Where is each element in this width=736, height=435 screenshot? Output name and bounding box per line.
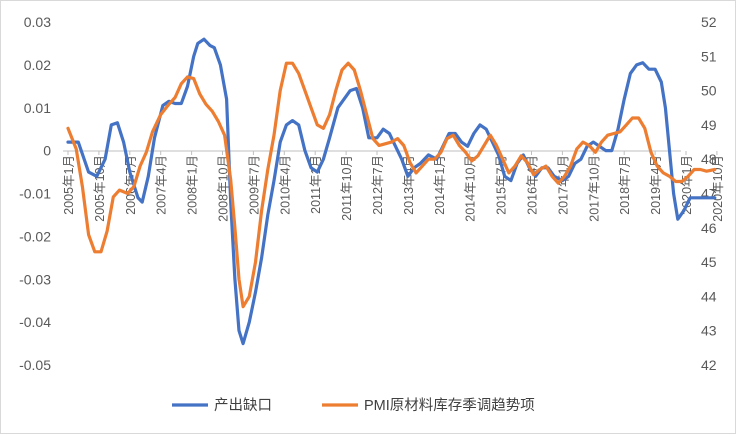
x-tick-label: 2015年7月 [495, 155, 509, 215]
legend-label: PMI原材料库存季调趋势项 [364, 397, 535, 414]
right-tick-label: 48 [701, 151, 717, 167]
x-axis-ticks: 2005年1月 2005年10月 2006年7月 2007年4月 2008年1月 2008… [62, 151, 725, 222]
x-tick-label: 2008年10月 [217, 155, 231, 222]
left-tick-label: -0.05 [19, 357, 51, 373]
x-tick-label: 2011年10月 [340, 155, 354, 221]
x-tick-label: 2012年7月 [371, 155, 385, 215]
x-tick-label: 2018年7月 [618, 155, 632, 215]
left-tick-label: 0.02 [24, 57, 51, 73]
x-tick-label: 2008年1月 [186, 155, 200, 215]
x-tick-label: 2010年4月 [278, 155, 292, 215]
x-tick-label: 2017年1月 [556, 155, 570, 215]
x-tick-label: 2014年1月 [433, 155, 447, 215]
right-tick-label: 51 [701, 48, 717, 64]
legend-label: 产出缺口 [214, 397, 272, 414]
right-tick-label: 45 [701, 254, 717, 270]
x-tick-label: 2020年10月 [711, 155, 725, 222]
right-tick-label: 50 [701, 83, 717, 99]
right-tick-label: 46 [701, 220, 717, 236]
left-tick-label: 0.01 [24, 100, 51, 116]
x-tick-label: 2017年10月 [587, 155, 601, 222]
x-tick-label: 2007年4月 [155, 155, 169, 215]
right-tick-label: 49 [701, 117, 717, 133]
series-lines [66, 37, 717, 346]
right-tick-label: 52 [701, 14, 717, 30]
right-tick-label: 44 [701, 288, 717, 304]
left-tick-label: -0.01 [19, 186, 51, 202]
left-tick-label: 0.03 [24, 14, 51, 30]
left-tick-label: -0.04 [19, 314, 51, 330]
x-tick-label: 2005年10月 [93, 155, 107, 222]
x-tick-label: 2009年7月 [247, 155, 261, 215]
left-tick-label: 0 [43, 143, 51, 159]
legend: 产出缺口 PMI原材料库存季调趋势项 [172, 397, 535, 414]
series-line-2 [66, 61, 717, 309]
x-tick-label: 2005年1月 [62, 155, 76, 215]
x-tick-label: 2014年10月 [464, 155, 478, 222]
x-tick-label: 2006年7月 [124, 155, 138, 215]
left-tick-label: -0.02 [19, 228, 51, 244]
watermark-text: 知乎 @maomao [561, 396, 690, 416]
left-axis-ticks: 0.03 0.02 0.01 0 -0.01 -0.02 -0.03 -0.04 -0.05 [19, 14, 51, 373]
right-tick-label: 42 [701, 357, 717, 373]
right-tick-label: 43 [701, 323, 717, 339]
left-tick-label: -0.03 [19, 271, 51, 287]
